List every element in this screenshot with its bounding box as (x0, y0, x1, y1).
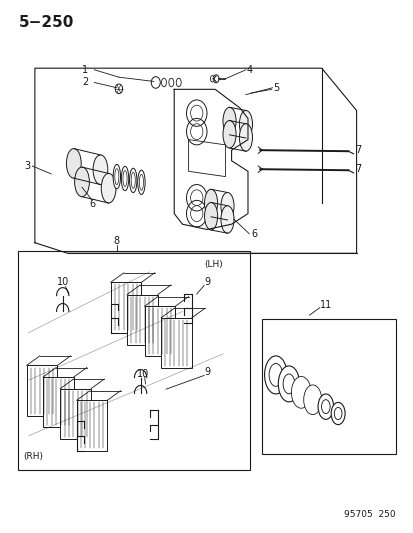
Text: 7: 7 (354, 145, 361, 155)
Ellipse shape (278, 366, 299, 402)
Ellipse shape (204, 189, 217, 217)
Ellipse shape (303, 385, 321, 415)
Text: 9: 9 (204, 367, 209, 377)
Text: 9: 9 (204, 277, 209, 287)
Text: 6: 6 (89, 199, 95, 209)
Text: 10: 10 (137, 369, 149, 379)
Text: 95705  250: 95705 250 (343, 510, 394, 519)
Ellipse shape (221, 192, 233, 220)
Ellipse shape (239, 124, 252, 151)
Ellipse shape (113, 165, 120, 189)
Text: 5: 5 (273, 83, 279, 93)
Ellipse shape (114, 168, 119, 184)
Text: 11: 11 (319, 300, 331, 310)
Ellipse shape (131, 173, 135, 188)
Ellipse shape (66, 149, 81, 178)
Ellipse shape (139, 174, 143, 190)
Ellipse shape (101, 173, 116, 203)
Ellipse shape (321, 400, 329, 414)
Ellipse shape (282, 374, 294, 394)
Ellipse shape (204, 203, 217, 230)
Text: 1: 1 (82, 65, 88, 75)
Text: 3: 3 (24, 161, 31, 171)
Ellipse shape (123, 171, 127, 187)
Ellipse shape (334, 407, 341, 419)
Text: 8: 8 (114, 236, 120, 246)
Bar (110, 282, 141, 333)
Ellipse shape (221, 206, 233, 233)
Bar (76, 400, 107, 450)
Ellipse shape (223, 107, 235, 135)
Ellipse shape (268, 364, 282, 386)
Bar (60, 389, 91, 439)
Ellipse shape (74, 167, 89, 197)
Bar (127, 295, 157, 345)
Ellipse shape (93, 155, 107, 184)
Ellipse shape (317, 394, 333, 419)
Ellipse shape (115, 84, 122, 94)
Ellipse shape (291, 376, 310, 408)
Ellipse shape (210, 76, 214, 82)
Ellipse shape (169, 78, 173, 87)
Text: 10: 10 (57, 277, 69, 287)
Text: (RH): (RH) (23, 453, 43, 462)
Ellipse shape (212, 75, 218, 83)
Ellipse shape (151, 77, 160, 88)
Text: (LH): (LH) (203, 261, 222, 269)
Bar (43, 377, 74, 427)
Bar (19, 251, 249, 470)
Text: 6: 6 (250, 229, 256, 239)
Bar (161, 318, 191, 368)
Text: 7: 7 (354, 164, 361, 174)
Ellipse shape (223, 120, 235, 148)
Ellipse shape (121, 166, 128, 191)
Ellipse shape (264, 356, 287, 394)
Bar (262, 319, 394, 454)
Bar (26, 366, 57, 416)
Text: 4: 4 (246, 65, 252, 75)
Bar (145, 306, 175, 357)
Ellipse shape (161, 78, 166, 87)
Text: 5−250: 5−250 (19, 15, 74, 30)
Ellipse shape (176, 78, 181, 87)
Ellipse shape (129, 168, 137, 192)
Ellipse shape (239, 110, 252, 138)
Ellipse shape (330, 402, 344, 425)
Ellipse shape (138, 170, 145, 195)
Text: 2: 2 (82, 77, 88, 87)
